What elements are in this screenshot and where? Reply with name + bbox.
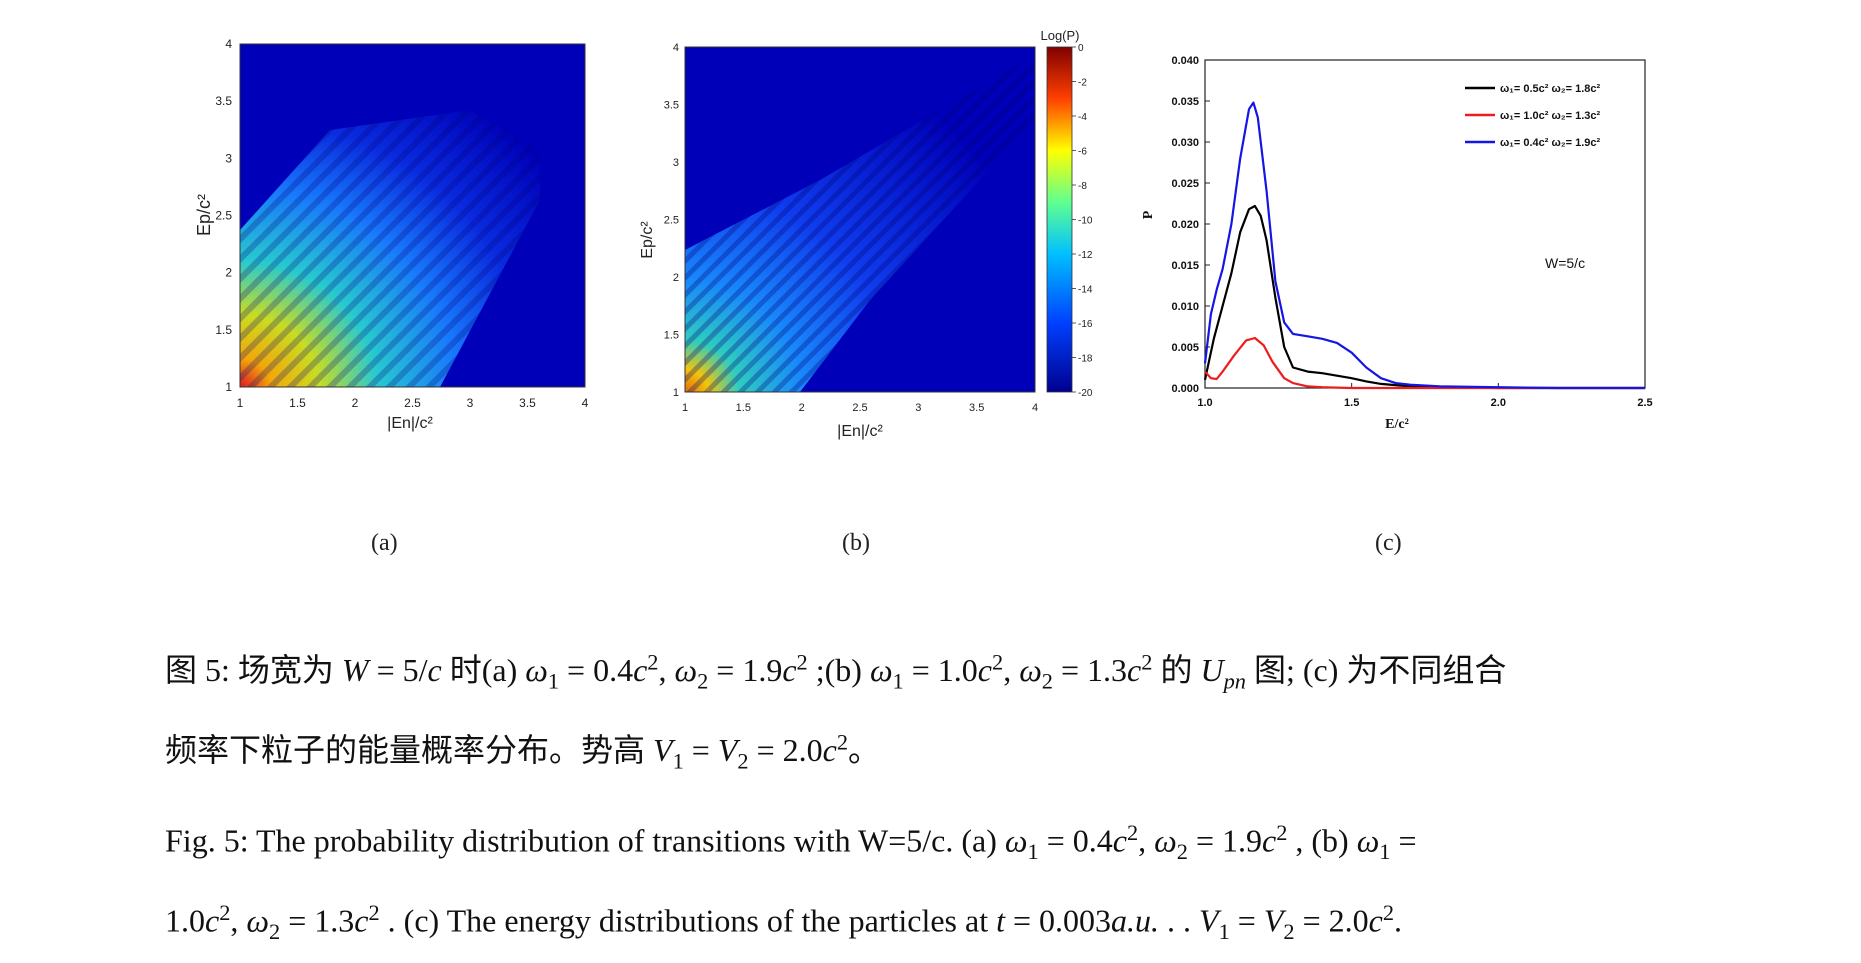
- x-axis-ticks: 1 1.5 2 2.5 3 3.5 4: [682, 402, 1038, 414]
- colorbar-tick-label: -18: [1078, 354, 1093, 365]
- heatmap-b: 1 1.5 2 2.5 3 3.5 4 1 1.5 2 2.5 3 3.5 4 |En|/c² Ep/c…: [639, 28, 1093, 440]
- x-tick-label: 3: [915, 402, 921, 414]
- y-tick-label: 4: [225, 37, 232, 51]
- y-tick-label: 1: [673, 387, 679, 399]
- caption-en-line2: 1.0c2, ω2 = 1.3c2 . (c) The energy distr…: [165, 900, 1403, 945]
- x-tick-label: 1.5: [289, 396, 306, 410]
- y-tick-label: 0.005: [1171, 342, 1199, 354]
- y-tick-label: 3: [673, 157, 679, 169]
- line-chart-c: 1.0 1.5 2.0 2.5 0.0000.0050.0100.0150.0200.…: [1141, 55, 1653, 432]
- w-annotation: W=5/c: [1545, 255, 1585, 271]
- x-axis-label: |En|/c²: [387, 415, 433, 432]
- x-tick-label: 2.0: [1491, 397, 1506, 409]
- x-tick-label: 3.5: [969, 402, 984, 414]
- colorbar-tick-label: -8: [1078, 181, 1087, 192]
- legend-entry: ω₁= 0.5c² ω₂= 1.8c²: [1500, 83, 1601, 95]
- colorbar-tick-label: -12: [1078, 250, 1093, 261]
- x-tick-label: 4: [1032, 402, 1038, 414]
- y-tick-label: 0.040: [1171, 55, 1199, 67]
- y-axis-label: P: [1141, 210, 1156, 219]
- colorbar-tick-label: -4: [1078, 112, 1087, 123]
- colorbar-tick-label: 0: [1078, 43, 1084, 54]
- colorbar-tick-label: -16: [1078, 319, 1093, 330]
- y-tick-label: 0.015: [1171, 260, 1199, 272]
- heatmap-a: 1 1.5 2 2.5 3 3.5 4 1 1.5 2 2.5 3 3.5 4 |En|/c² Ep/c…: [194, 37, 589, 432]
- x-tick-label: 2.5: [852, 402, 867, 414]
- panel-c: 1.0 1.5 2.0 2.5 0.000 0.005 0.010 0.015 0.020 0.…: [1100, 0, 1700, 460]
- x-tick-label: 1: [237, 396, 244, 410]
- y-tick-label: 3.5: [215, 94, 232, 108]
- y-tick-label: 2.5: [215, 209, 232, 223]
- legend: ω₁= 0.5c² ω₂= 1.8c² ω₁= 1.0c² ω₂= 1.3c² ω₁…: [1465, 83, 1601, 149]
- x-axis-ticks: 1.0 1.5 2.0 2.5: [1197, 383, 1653, 409]
- y-tick-label: 1.5: [664, 330, 679, 342]
- y-tick-label: 2: [225, 266, 232, 280]
- x-tick-label: 3.5: [519, 396, 536, 410]
- panel-a: 1 1.5 2 2.5 3 3.5 4 1 1.5 2 2.5 3 3.5 4 |En|/c² Ep/c…: [0, 0, 620, 460]
- y-axis-ticks: 1 1.5 2 2.5 3 3.5 4: [664, 42, 679, 399]
- x-tick-label: 1.5: [736, 402, 751, 414]
- legend-entry: ω₁= 0.4c² ω₂= 1.9c²: [1500, 137, 1601, 149]
- x-tick-label: 3: [467, 396, 474, 410]
- colorbar: [1046, 46, 1073, 393]
- x-tick-label: 2: [352, 396, 359, 410]
- x-axis-label: E/c²: [1385, 417, 1409, 432]
- x-axis-ticks: 1 1.5 2 2.5 3 3.5 4: [237, 396, 589, 410]
- series-line-2: [1204, 336, 1645, 390]
- y-tick-label: 0.020: [1171, 219, 1199, 231]
- label-b: (b): [842, 530, 870, 556]
- series-line-3: [1203, 101, 1645, 390]
- y-axis-label: Ep/c²: [194, 194, 214, 236]
- y-tick-label: 0.030: [1171, 137, 1199, 149]
- colorbar-title: Log(P): [1040, 28, 1079, 43]
- x-axis-label: |En|/c²: [837, 423, 883, 440]
- panel-b: 1 1.5 2 2.5 3 3.5 4 1 1.5 2 2.5 3 3.5 4 |En|/c² Ep/c…: [620, 0, 1100, 460]
- series-lines: [1203, 101, 1645, 390]
- y-tick-label: 0.010: [1171, 301, 1199, 313]
- y-tick-label: 0.025: [1171, 178, 1199, 190]
- x-tick-label: 1.0: [1197, 397, 1212, 409]
- y-tick-label: 1: [225, 380, 232, 394]
- colorbar-ticks: 0 -2 -4 -6 -8 -10 -12 -14 -16 -18 -20: [1072, 43, 1093, 399]
- x-tick-label: 1: [682, 402, 688, 414]
- y-tick-label: 2.5: [664, 215, 679, 227]
- y-tick-label: 2: [673, 272, 679, 284]
- label-a: (a): [371, 530, 398, 556]
- colorbar-tick-label: -6: [1078, 147, 1087, 158]
- y-tick-label: 3: [225, 151, 232, 165]
- colorbar-tick-label: -14: [1078, 285, 1093, 296]
- colorbar-tick-label: -20: [1078, 388, 1093, 399]
- caption-cn-line1: 图 5: 场宽为 W = 5/c 时(a) ω1 = 0.4c2, ω2 = 1…: [165, 649, 1507, 694]
- series-line-1: [1203, 204, 1645, 390]
- caption-cn-line2: 频率下粒子的能量概率分布。势高 V1 = V2 = 2.0c2。: [165, 729, 881, 774]
- x-tick-label: 2: [799, 402, 805, 414]
- x-tick-label: 2.5: [404, 396, 421, 410]
- y-tick-label: 3.5: [664, 100, 679, 112]
- label-c: (c): [1375, 530, 1402, 556]
- y-tick-label: 0.000: [1171, 383, 1199, 395]
- y-axis-label: Ep/c²: [639, 221, 656, 259]
- y-tick-label: 1.5: [215, 323, 232, 337]
- y-axis-ticks: 0.000 0.005 0.010 0.015 0.020 0.025 0.030 0.035…: [1171, 55, 1210, 395]
- x-tick-label: 4: [582, 396, 589, 410]
- caption-en-line1: Fig. 5: The probability distribution of …: [165, 820, 1417, 865]
- colorbar-tick-label: -2: [1078, 78, 1087, 89]
- x-tick-label: 2.5: [1637, 397, 1652, 409]
- y-axis-ticks: 1 1.5 2 2.5 3 3.5 4: [215, 37, 232, 394]
- colorbar-tick-label: -10: [1078, 216, 1093, 227]
- y-tick-label: 0.035: [1171, 96, 1199, 108]
- x-tick-label: 1.5: [1344, 397, 1359, 409]
- legend-entry: ω₁= 1.0c² ω₂= 1.3c²: [1500, 110, 1601, 122]
- y-tick-label: 4: [673, 42, 679, 54]
